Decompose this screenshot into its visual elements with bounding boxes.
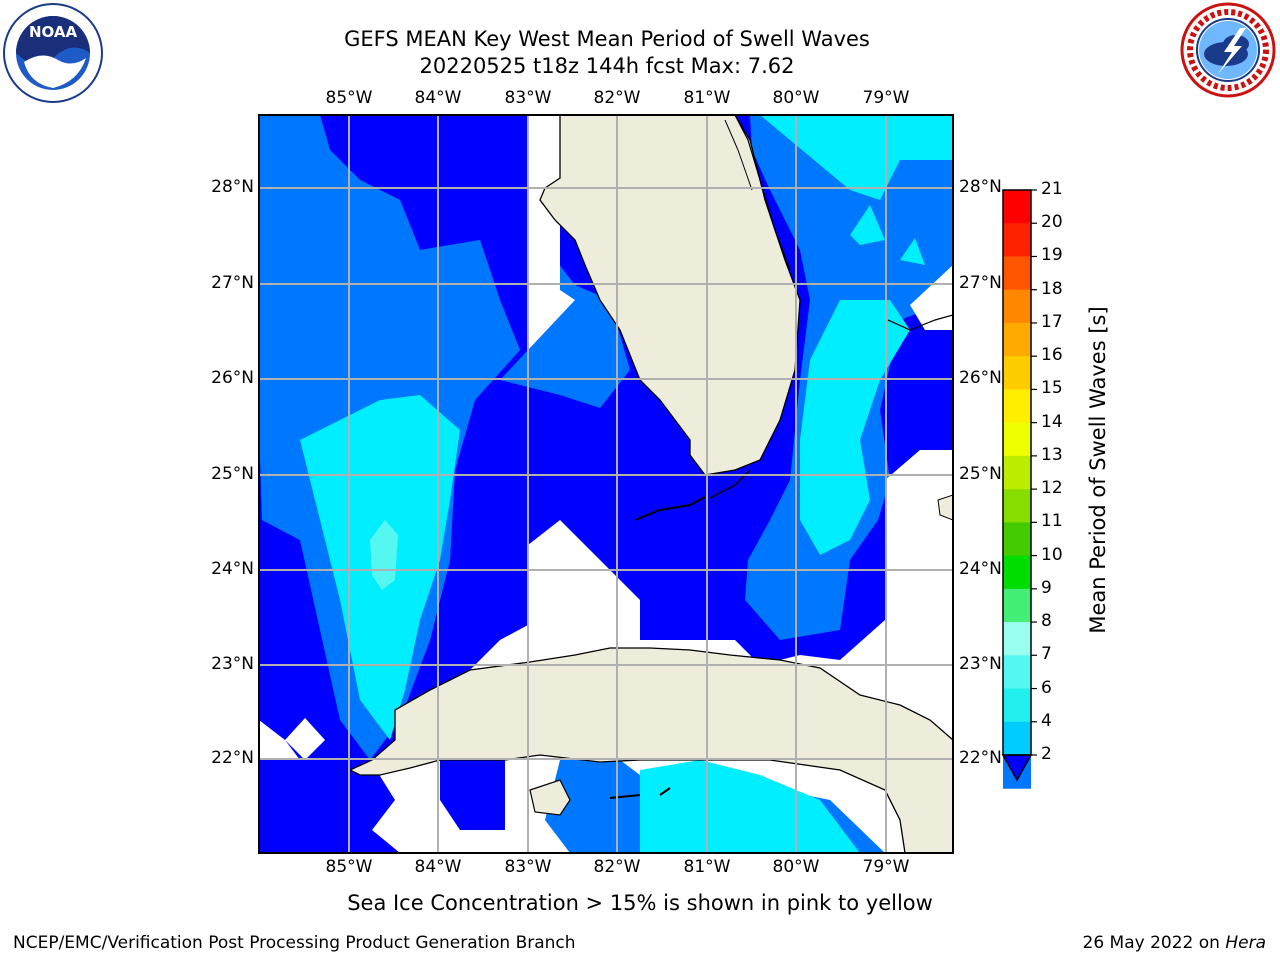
sea-ice-footnote: Sea Ice Concentration > 15% is shown in … bbox=[347, 891, 933, 915]
colorbar-tick-label: 15 bbox=[1041, 378, 1063, 399]
colorbar-band bbox=[1003, 555, 1031, 590]
colorbar-tick-label: 17 bbox=[1041, 311, 1063, 332]
lon-label-bottom: 82°W bbox=[593, 857, 641, 877]
colorbar-band bbox=[1003, 422, 1031, 457]
lon-label-bottom: 81°W bbox=[683, 857, 731, 877]
lon-label-bottom: 84°W bbox=[414, 857, 462, 877]
lon-label-bottom: 80°W bbox=[772, 857, 820, 877]
lat-label-left: 28°N bbox=[211, 177, 254, 197]
isla-juventud-land bbox=[529, 779, 571, 816]
map-frame bbox=[258, 114, 954, 854]
field-6-7s-northeast bbox=[760, 115, 953, 200]
colorbar-band bbox=[1003, 588, 1031, 623]
colorbar-tick-label: 14 bbox=[1041, 411, 1063, 432]
lat-label-left: 24°N bbox=[211, 559, 254, 579]
colorbar-band bbox=[1003, 688, 1031, 723]
colorbar-band bbox=[1003, 522, 1031, 557]
lat-label-left: 25°N bbox=[211, 464, 254, 484]
footer-machine: Hera bbox=[1225, 933, 1266, 953]
lon-label-top: 84°W bbox=[414, 88, 462, 108]
footer-credit: NCEP/EMC/Verification Post Processing Pr… bbox=[13, 933, 576, 953]
lat-label-right: 27°N bbox=[959, 273, 1002, 293]
colorbar-tick-label: 11 bbox=[1041, 511, 1063, 532]
colorbar-band bbox=[1003, 389, 1031, 424]
colorbar-tick-label: 6 bbox=[1041, 677, 1052, 698]
noaa-logo: NOAA bbox=[3, 3, 103, 103]
noaa-logo-text: NOAA bbox=[29, 23, 78, 41]
lat-label-right: 25°N bbox=[959, 464, 1002, 484]
colorbar-band bbox=[1003, 256, 1031, 291]
colorbar-tick-label: 16 bbox=[1041, 345, 1063, 366]
lat-label-left: 22°N bbox=[211, 748, 254, 768]
colorbar-band bbox=[1003, 223, 1031, 257]
map-title: GEFS MEAN Key West Mean Period of Swell … bbox=[344, 27, 870, 51]
map-gridlines bbox=[259, 115, 953, 853]
lon-label-bottom: 83°W bbox=[504, 857, 552, 877]
lat-label-left: 27°N bbox=[211, 273, 254, 293]
field-7-8s bbox=[370, 520, 398, 590]
swell-period-field bbox=[259, 115, 953, 853]
lat-label-right: 22°N bbox=[959, 748, 1002, 768]
lon-label-top: 82°W bbox=[593, 88, 641, 108]
lat-label-right: 28°N bbox=[959, 177, 1002, 197]
colorbar-tick-label: 9 bbox=[1041, 577, 1052, 598]
colorbar-tick-label: 7 bbox=[1041, 644, 1052, 665]
colorbar-label: Mean Period of Swell Waves [s] bbox=[1086, 306, 1110, 634]
colorbar-tick-label: 8 bbox=[1041, 611, 1052, 632]
colorbar-tick-label: 20 bbox=[1041, 212, 1063, 233]
colorbar-tick-label: 21 bbox=[1041, 179, 1063, 199]
florida-land bbox=[539, 115, 801, 476]
colorbar-tick-label: 4 bbox=[1041, 710, 1052, 731]
colorbar-band bbox=[1003, 322, 1031, 357]
colorbar-tick-label: 2 bbox=[1041, 744, 1052, 764]
lon-label-bottom: 79°W bbox=[862, 857, 910, 877]
lon-label-top: 79°W bbox=[862, 88, 910, 108]
colorbar-band bbox=[1003, 622, 1031, 656]
lat-label-right: 23°N bbox=[959, 654, 1002, 674]
map-view[interactable] bbox=[0, 0, 1280, 880]
colorbar-tick-label: 13 bbox=[1041, 444, 1063, 465]
colorbar-outline bbox=[1002, 189, 1032, 756]
footer-date-text: 26 May 2022 on bbox=[1082, 933, 1226, 953]
field-6-7s-east bbox=[800, 300, 910, 555]
lat-label-right: 26°N bbox=[959, 368, 1002, 388]
map-subtitle: 20220525 t18z 144h fcst Max: 7.62 bbox=[419, 54, 795, 78]
lat-label-left: 23°N bbox=[211, 654, 254, 674]
lon-label-top: 83°W bbox=[504, 88, 552, 108]
colorbar bbox=[1001, 189, 1037, 789]
lon-label-top: 81°W bbox=[683, 88, 731, 108]
colorbar-band bbox=[1003, 489, 1031, 523]
colorbar-band bbox=[1003, 190, 1031, 224]
colorbar-tick-label: 12 bbox=[1041, 478, 1063, 499]
footer-date: 26 May 2022 on Hera bbox=[1083, 933, 1267, 953]
colorbar-band bbox=[1003, 655, 1031, 690]
lon-label-bottom: 85°W bbox=[325, 857, 373, 877]
lon-label-top: 80°W bbox=[772, 88, 820, 108]
colorbar-tick-label: 18 bbox=[1041, 278, 1063, 299]
no-data-area bbox=[528, 115, 575, 350]
colorbar-band bbox=[1003, 289, 1031, 324]
colorbar-tick-label: 10 bbox=[1041, 544, 1063, 565]
lon-label-top: 85°W bbox=[325, 88, 373, 108]
colorbar-band bbox=[1003, 356, 1031, 390]
colorbar-tick-label: 19 bbox=[1041, 245, 1063, 266]
nws-logo bbox=[1180, 2, 1276, 98]
lat-label-left: 26°N bbox=[211, 368, 254, 388]
colorbar-band bbox=[1003, 721, 1031, 756]
lat-label-right: 24°N bbox=[959, 559, 1002, 579]
colorbar-band bbox=[1003, 455, 1031, 490]
